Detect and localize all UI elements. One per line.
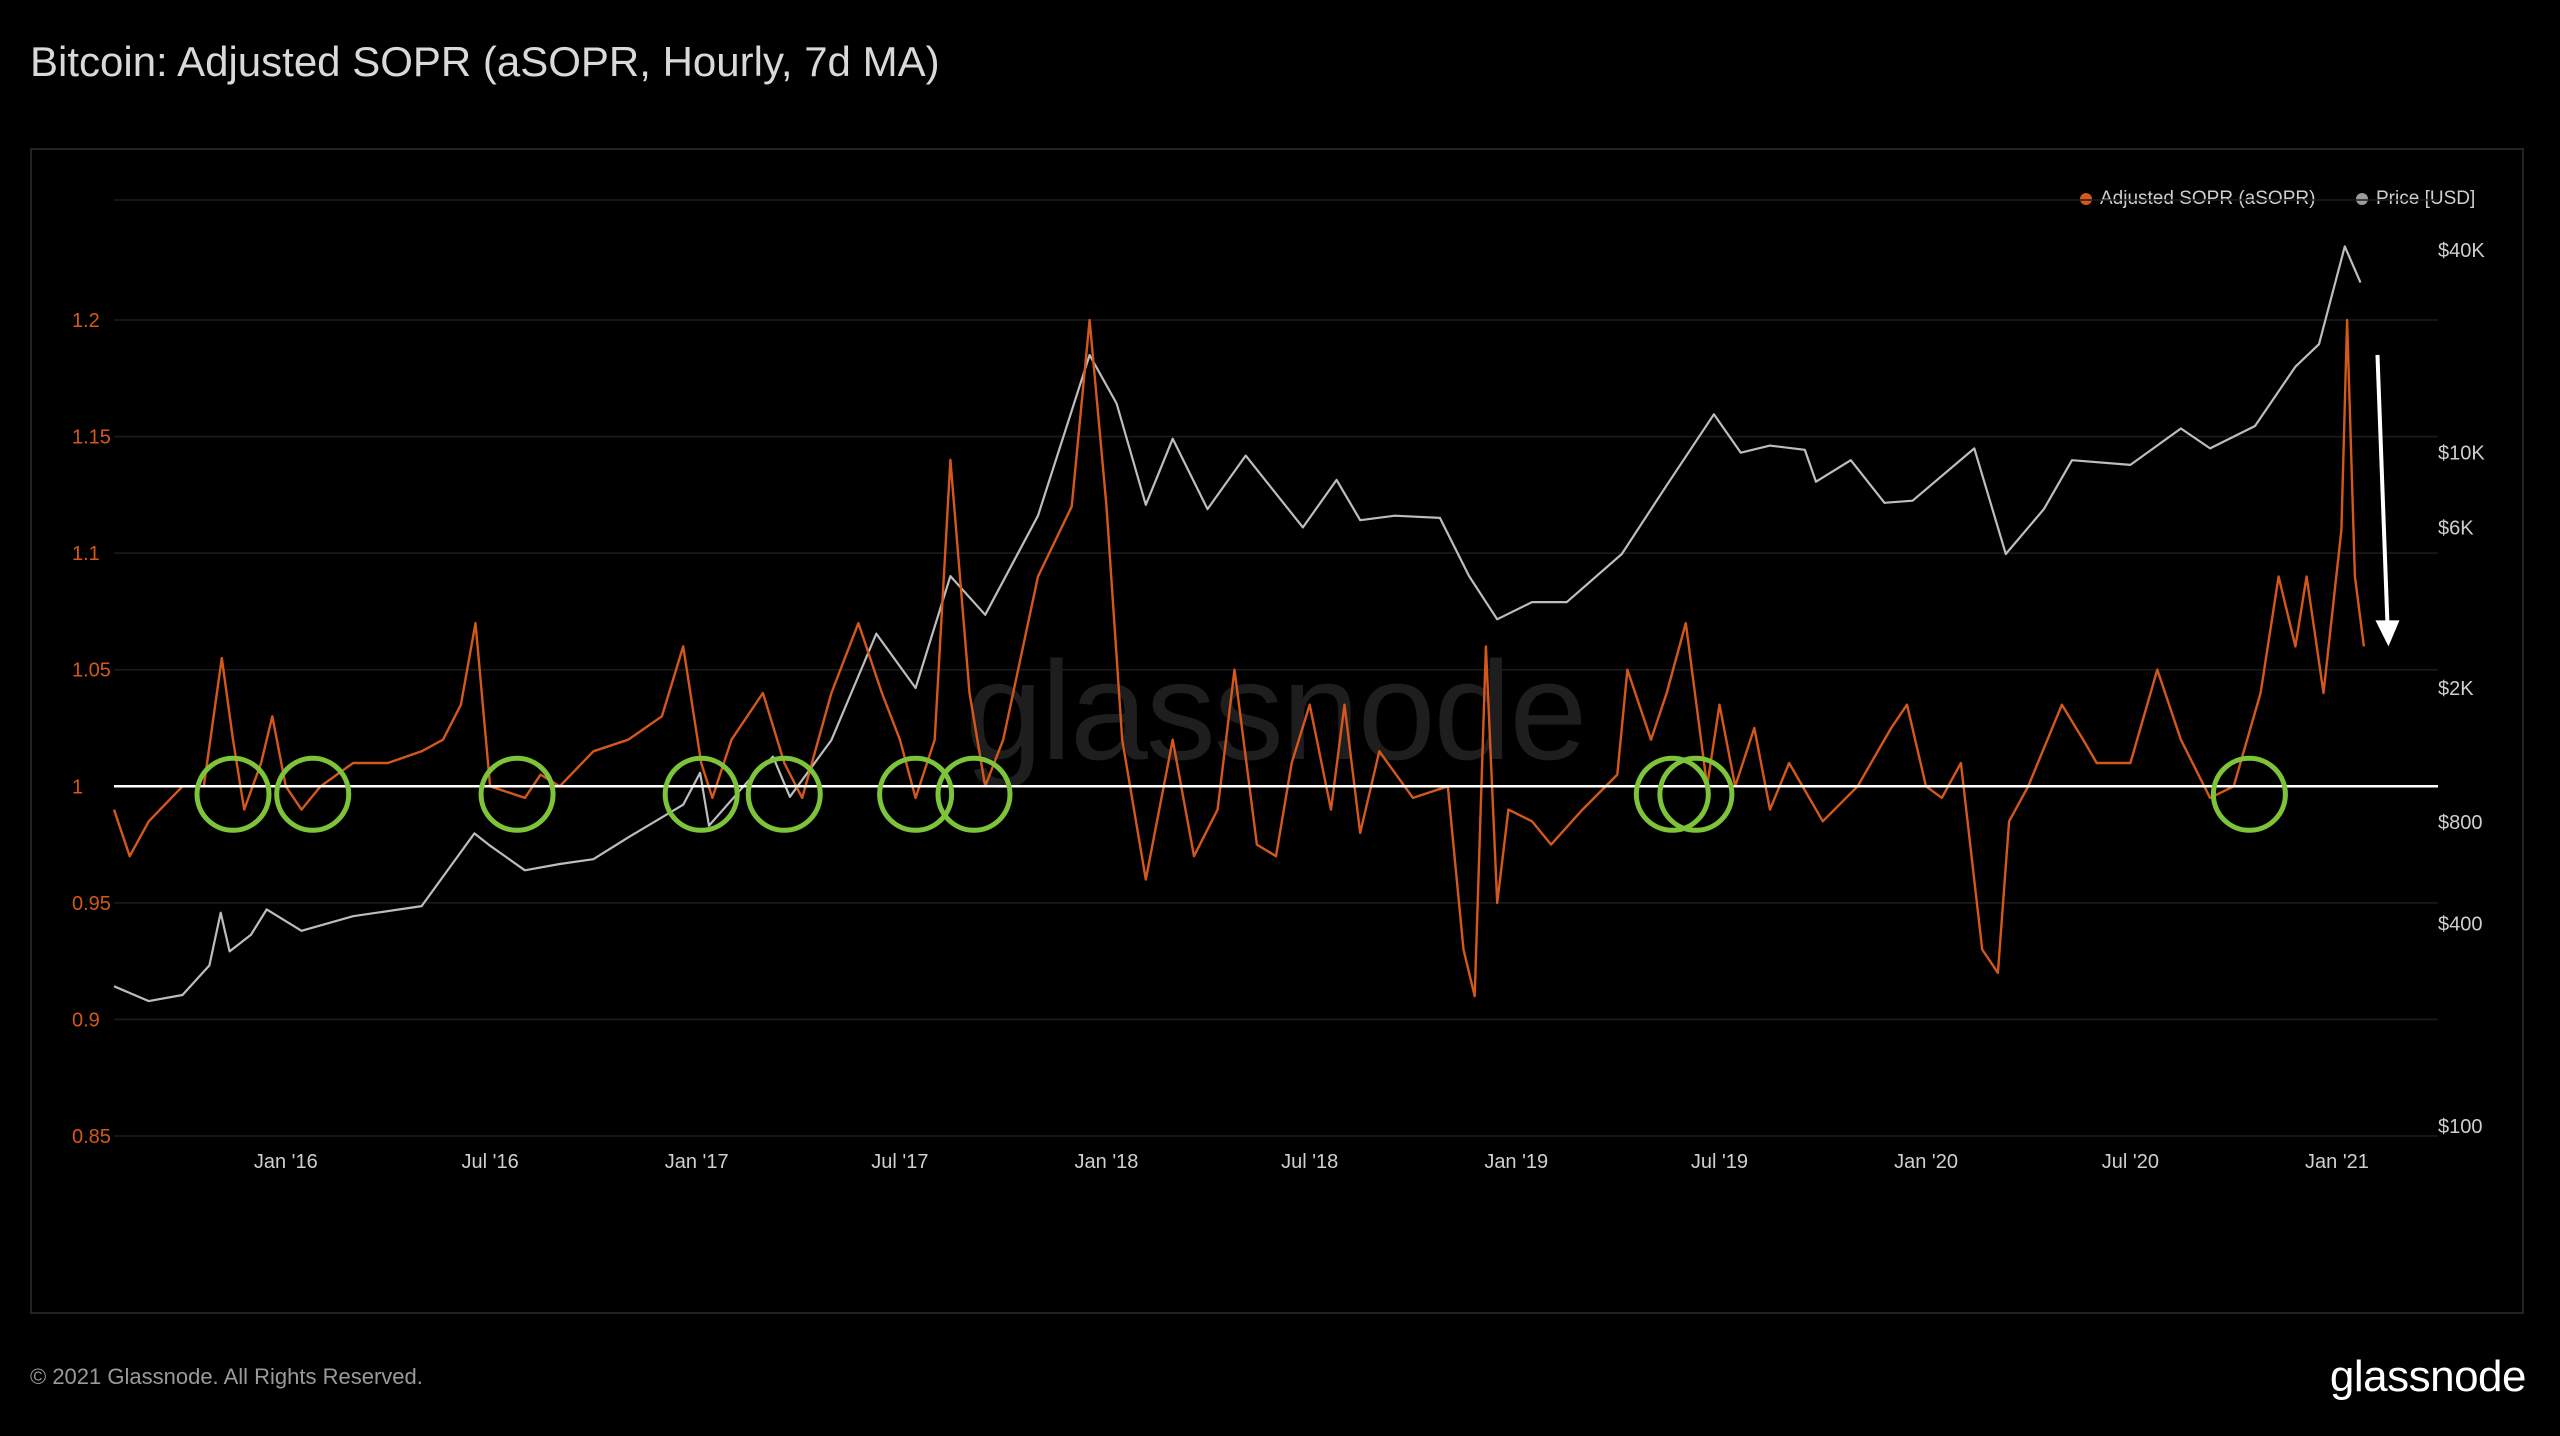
footer-copyright: © 2021 Glassnode. All Rights Reserved. — [30, 1364, 423, 1389]
chart-frame — [30, 148, 2524, 1314]
x-axis-tick-label: Jul '19 — [1691, 1151, 1748, 1173]
right-axis-tick-label: $10K — [2438, 443, 2485, 465]
x-axis-tick-label: Jan '16 — [254, 1151, 318, 1173]
legend-asopr-dot — [2080, 193, 2092, 205]
left-axis-tick-label: 0.85 — [72, 1126, 111, 1148]
highlight-circle — [935, 755, 1013, 833]
legend-price-dot — [2356, 193, 2368, 205]
right-axis-tick-label: $400 — [2438, 913, 2483, 935]
right-axis-tick-label: $2K — [2438, 678, 2474, 700]
highlight-circle — [877, 755, 955, 833]
x-axis-tick-label: Jul '18 — [1281, 1151, 1338, 1173]
x-axis-tick-label: Jan '20 — [1894, 1151, 1958, 1173]
down-arrow-shaft — [2375, 354, 2390, 625]
highlight-circle — [478, 755, 556, 833]
highlight-circle — [194, 755, 272, 833]
x-axis-tick-label: Jan '18 — [1075, 1151, 1139, 1173]
x-axis-tick-label: Jul '20 — [2102, 1151, 2159, 1173]
right-axis-tick-label: $100 — [2438, 1116, 2483, 1138]
highlight-circle — [1657, 755, 1735, 833]
x-axis-tick-label: Jul '16 — [462, 1151, 519, 1173]
left-axis-tick-label: 0.9 — [72, 1009, 100, 1031]
highlight-circle — [274, 755, 352, 833]
legend-asopr-label: Adjusted SOPR (aSOPR) — [2100, 188, 2316, 209]
right-axis-tick-label: $800 — [2438, 812, 2483, 834]
left-axis-tick-label: 0.95 — [72, 893, 111, 915]
down-arrow-head — [2375, 620, 2400, 647]
price-series-line — [113, 245, 2362, 1003]
x-axis-tick-label: Jan '17 — [665, 1151, 729, 1173]
asopr-series-line — [112, 318, 2366, 998]
right-axis-tick-label: $40K — [2438, 240, 2485, 262]
highlight-circle — [745, 755, 823, 833]
x-axis-tick-label: Jul '17 — [871, 1151, 928, 1173]
legend-asopr[interactable]: Adjusted SOPR (aSOPR) — [2080, 188, 2315, 210]
left-axis-tick-label: 1 — [72, 776, 83, 798]
left-axis-tick-label: 1.1 — [72, 543, 100, 565]
left-axis-tick-label: 1.15 — [72, 427, 111, 449]
left-axis-tick-label: 1.05 — [72, 660, 111, 682]
highlight-circle — [1633, 755, 1711, 833]
highlight-circle — [2210, 755, 2288, 833]
highlight-circle — [662, 755, 740, 833]
legend-price[interactable]: Price [USD] — [2356, 188, 2475, 210]
x-axis-tick-label: Jan '21 — [2305, 1151, 2369, 1173]
legend-price-label: Price [USD] — [2376, 188, 2476, 209]
left-axis-tick-label: 1.2 — [72, 310, 100, 332]
footer-logo: glassnode — [2329, 1352, 2527, 1401]
chart-title: Bitcoin: Adjusted SOPR (aSOPR, Hourly, 7… — [30, 38, 940, 85]
right-axis-tick-label: $6K — [2438, 517, 2474, 539]
x-axis-tick-label: Jan '19 — [1484, 1151, 1548, 1173]
